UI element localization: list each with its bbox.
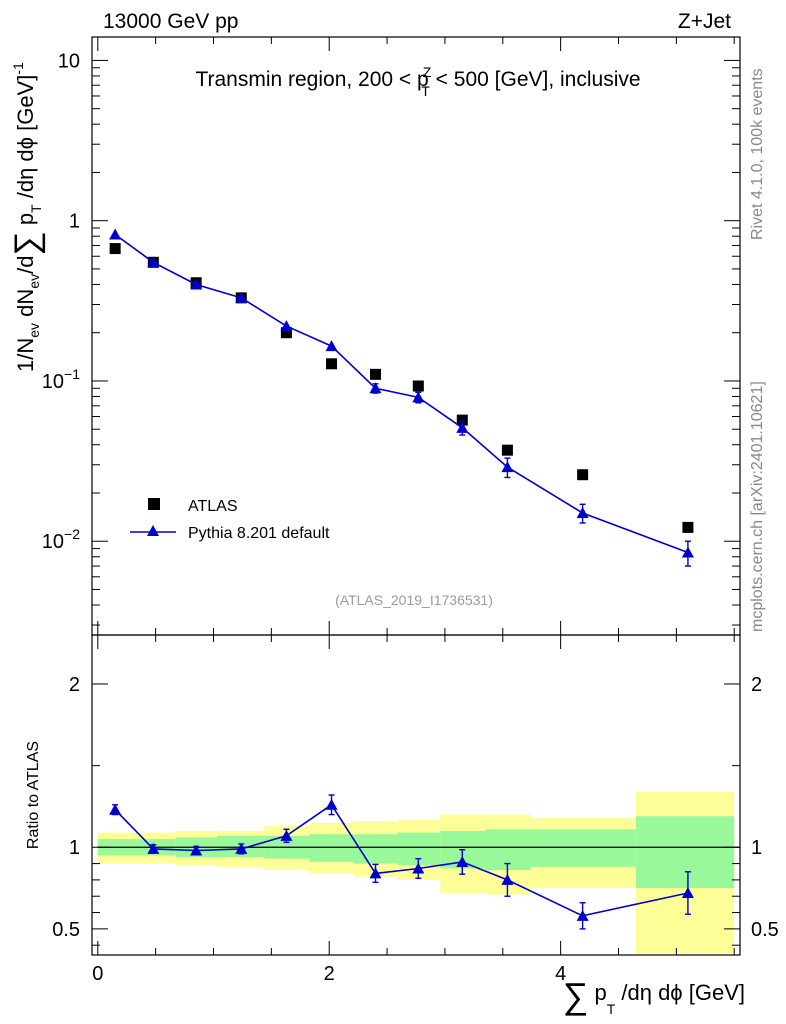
atlas-data-point (280, 327, 292, 339)
ratio-data-point (369, 867, 382, 879)
ratio-data-point (190, 844, 203, 856)
chart-title: Transmin region, 200 < pZ T < 500 [GeV], … (195, 64, 640, 99)
main-ytick-label: 10−1 (42, 366, 80, 393)
main-frame (91, 36, 741, 636)
mcplots-label: mcplots.cern.ch [arXiv:2401.10621] (749, 381, 766, 632)
ratio-data-point (147, 842, 160, 854)
ratio-data-point (109, 803, 122, 815)
green-uncertainty-band (353, 834, 398, 864)
ratio-frame (91, 634, 741, 956)
pythia-data-point (109, 228, 122, 240)
main-ytick-label: 10−2 (42, 526, 80, 553)
x-axis-label: ∑ pT /dη dϕ [GeV] (563, 975, 745, 1017)
ratio-ytick-label-left: 0.5 (52, 919, 80, 941)
pythia-data-point (235, 291, 248, 303)
main-ytick-labels: 10 1 10−1 10−2 (42, 50, 80, 553)
ratio-bands (97, 791, 735, 954)
green-uncertainty-band (309, 834, 354, 862)
atlas-data-point (109, 243, 121, 255)
main-ytick-label: 10 (58, 50, 80, 72)
pythia-data-point (501, 461, 514, 473)
main-panel: 10 1 10−1 10−2 Transmin region, 200 < pZ T <… (8, 36, 741, 636)
main-y-axis-label: 1/Nev dNev/d∑ pT /dη dϕ [GeV]-1 (8, 62, 46, 372)
pythia-data-point (147, 256, 160, 268)
ratio-data-point (501, 873, 514, 885)
atlas-data-point (456, 414, 468, 426)
ratio-tick-labels: 2 2 1 1 0.5 0.5 0 2 4 (52, 674, 779, 985)
ratio-data-point (235, 842, 248, 854)
ratio-ytick-label-left: 1 (69, 837, 80, 859)
atlas-data-point (501, 444, 513, 456)
legend-marker-atlas (148, 498, 160, 510)
atlas-data-point (682, 521, 694, 533)
green-uncertainty-band (635, 816, 735, 889)
pythia-data-point (576, 507, 589, 519)
ratio-ytick-label-right: 0.5 (751, 919, 779, 941)
ratio-data-point (325, 798, 338, 810)
pythia-data-point (325, 340, 338, 352)
ratio-data-point (681, 886, 694, 898)
pythia-data-point (280, 320, 293, 332)
pythia-data-point (369, 382, 382, 394)
ratio-data-point (280, 829, 293, 841)
process-label: Z+Jet (678, 10, 731, 33)
ratio-series (109, 794, 694, 930)
main-series (109, 228, 694, 567)
green-uncertainty-band (530, 829, 636, 867)
pythia-line (114, 233, 689, 554)
ratio-panel: 2 2 1 1 0.5 0.5 0 2 4 Ratio to ATLAS ∑ pT /dη dϕ… (25, 634, 779, 1017)
xtick-label: 4 (555, 963, 566, 985)
atlas-data-point (370, 368, 381, 380)
energy-label: 13000 GeV pp (103, 10, 238, 33)
ratio-ytick-label-right: 2 (751, 674, 762, 696)
ratio-data-point (412, 862, 425, 874)
ratio-ticks (92, 635, 740, 955)
ratio-line (114, 803, 689, 917)
legend-marker-pythia (147, 525, 159, 536)
xtick-label: 0 (92, 963, 103, 985)
ratio-y-axis-label: Ratio to ATLAS (25, 741, 42, 849)
pythia-data-point (681, 546, 694, 558)
ratio-ytick-label-left: 2 (69, 674, 80, 696)
pythia-data-point (190, 278, 203, 290)
pythia-data-point (412, 391, 425, 403)
atlas-data-point (326, 358, 338, 370)
legend: ATLAS Pythia 8.201 default (130, 498, 330, 542)
analysis-watermark: (ATLAS_2019_I1736531) (335, 592, 493, 608)
xtick-label: 2 (324, 963, 335, 985)
main-ticks (92, 37, 740, 635)
rivet-label: Rivet 4.1.0, 100k events (749, 68, 766, 240)
legend-label-atlas: ATLAS (188, 498, 238, 515)
legend-label-pythia: Pythia 8.201 default (188, 525, 330, 542)
main-ytick-label: 1 (69, 211, 80, 233)
ratio-data-point (456, 855, 469, 867)
ratio-data-point (576, 909, 589, 921)
atlas-data-point (412, 380, 424, 392)
atlas-data-point (577, 469, 589, 481)
pythia-data-point (456, 421, 469, 433)
ratio-ytick-label-right: 1 (751, 837, 762, 859)
